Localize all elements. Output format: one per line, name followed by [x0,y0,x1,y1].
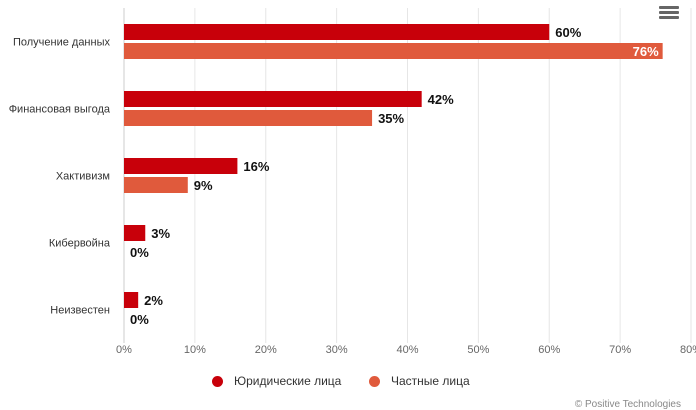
x-tick-label: 40% [396,344,418,356]
data-label: 35% [378,111,404,126]
legend-label: Частные лица [391,374,470,388]
legend-label: Юридические лица [234,374,342,388]
legend-dot-icon [369,375,380,387]
data-label: 3% [151,226,170,241]
data-label: 9% [194,178,213,193]
legend-dot-icon [212,375,223,387]
bar [124,225,146,241]
x-tick-label: 10% [184,344,206,356]
data-label: 16% [243,159,269,174]
x-tick-label: 0% [116,344,132,356]
data-label: 2% [144,293,163,308]
bar [124,292,139,308]
bar [124,24,550,40]
bar [124,177,188,193]
category-label: Финансовая выгода [9,104,111,116]
bar [124,43,663,59]
data-label: 76% [633,44,659,59]
data-label: 42% [428,92,454,107]
bar [124,110,373,126]
legend-item-individuals[interactable]: Частные лица [369,374,470,388]
data-label: 60% [555,25,581,40]
category-label: Хактивизм [56,171,110,183]
bar [124,158,238,174]
legend-item-legal-entities[interactable]: Юридические лица [212,374,341,388]
category-label: Получение данных [13,37,111,49]
category-label: Кибервойна [49,238,111,250]
x-tick-label: 30% [326,344,348,356]
x-tick-label: 60% [538,344,560,356]
x-tick-label: 50% [467,344,489,356]
bar [124,91,422,107]
category-label: Неизвестен [50,305,110,317]
data-label: 0% [130,245,149,260]
data-label: 0% [130,312,149,327]
x-tick-label: 80% [680,344,696,356]
hamburger-menu-icon[interactable] [658,4,680,22]
x-tick-label: 70% [609,344,631,356]
x-tick-label: 20% [255,344,277,356]
credits-text[interactable]: © Positive Technologies [574,399,681,410]
